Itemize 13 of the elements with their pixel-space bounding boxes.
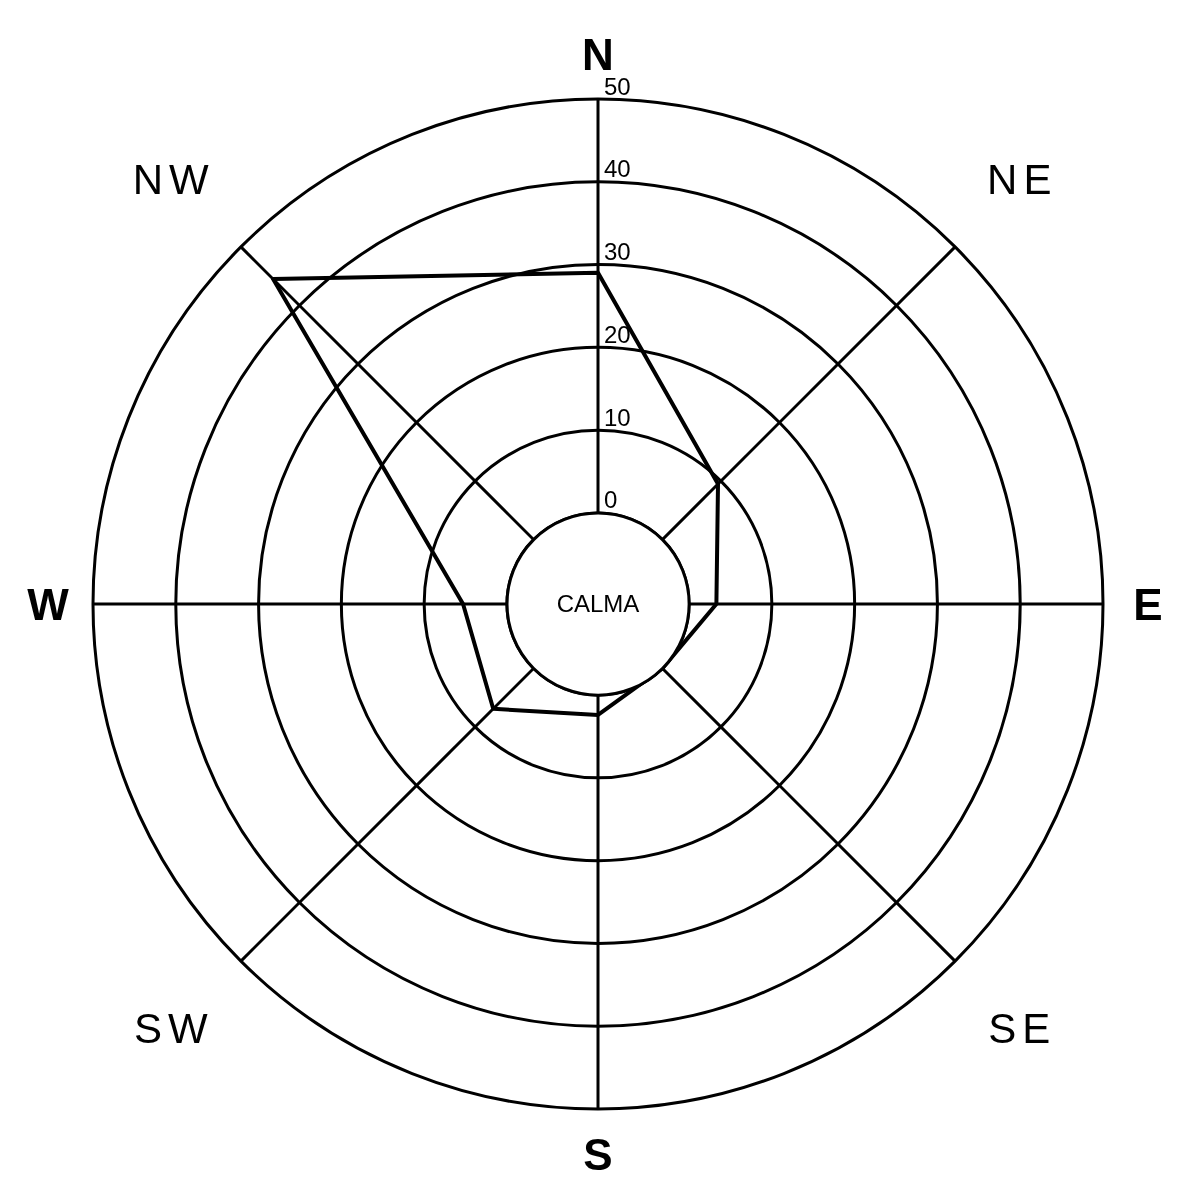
spoke-label: NW [132,156,215,204]
spoke-label: NE [987,156,1058,204]
y-tick-label: 30 [604,238,631,266]
y-tick-label: 40 [604,155,631,183]
y-tick-label: 20 [604,320,631,348]
spoke-label: SE [988,1004,1057,1052]
spoke-label: W [27,579,70,629]
spoke-label: SW [133,1004,214,1052]
spoke-label: S [583,1129,613,1179]
text: CALMA [555,589,641,619]
y-tick-label: 0 [604,486,618,514]
y-tick-label: 10 [604,403,631,431]
spoke-label: E [1133,579,1163,629]
